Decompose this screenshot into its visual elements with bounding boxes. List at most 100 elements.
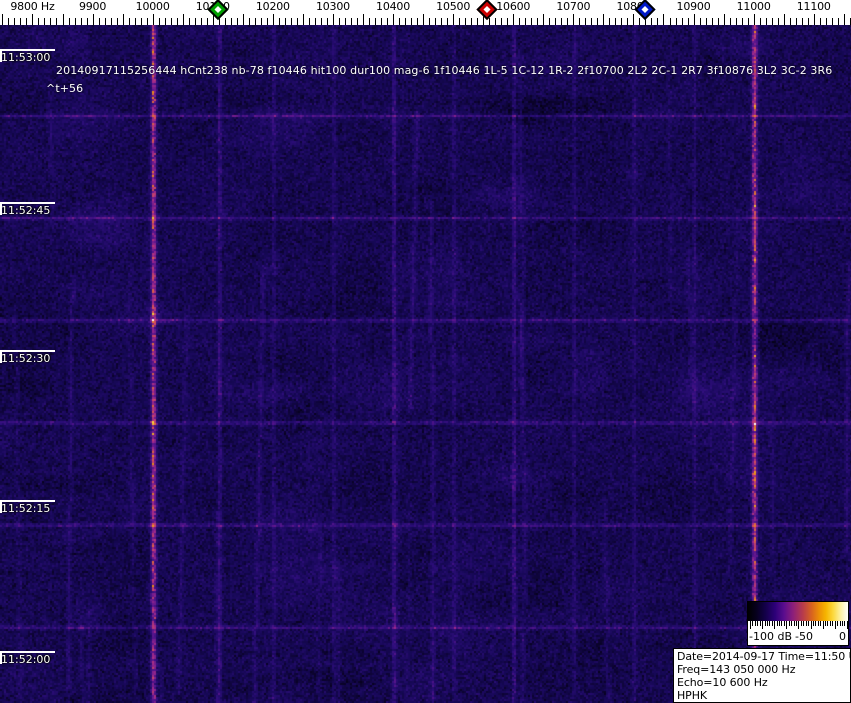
time-label-rule (1, 49, 55, 51)
freq-tick-minor (381, 18, 382, 25)
freq-tick-major (573, 14, 574, 25)
freq-tick-minor (766, 18, 767, 25)
freq-tick-minor (459, 18, 460, 25)
freq-tick-major (273, 14, 274, 25)
time-axis-label: 11:52:45 (0, 202, 55, 217)
frequency-axis-ruler[interactable]: 9800 Hz990010000101001020010300104001050… (0, 0, 851, 25)
time-label-text: 11:52:45 (1, 204, 51, 217)
freq-tick-minor (297, 18, 298, 25)
colorbar-tick-minor (832, 621, 834, 626)
time-axis-label: 11:52:00 (0, 651, 55, 666)
freq-tick-minor (321, 18, 322, 25)
freq-tick-minor (531, 18, 532, 25)
colorbar-tick-minor (788, 621, 790, 626)
freq-tick-minor (826, 18, 827, 25)
freq-tick-minor (645, 18, 646, 25)
freq-tick-minor (802, 18, 803, 25)
freq-axis-label: 10000 (135, 0, 170, 13)
freq-axis-label: 10700 (556, 0, 591, 13)
freq-tick-minor (135, 18, 136, 25)
freq-tick-minor (207, 18, 208, 25)
colorbar-tick-minor (783, 621, 785, 626)
freq-tick-minor (141, 18, 142, 25)
freq-tick-minor (327, 18, 328, 25)
colorbar-tick-minor (757, 621, 759, 626)
freq-tick-minor (369, 18, 370, 25)
freq-axis-label: 11000 (736, 0, 771, 13)
freq-tick-minor (165, 18, 166, 25)
freq-tick-minor (742, 18, 743, 25)
colorbar-tick-minor (781, 621, 783, 626)
time-tick-mark (0, 500, 2, 513)
freq-tick-major (423, 14, 424, 25)
colorbar-tick-major (834, 621, 836, 629)
freq-tick-minor (357, 18, 358, 25)
freq-tick-minor (597, 18, 598, 25)
freq-tick-minor (706, 18, 707, 25)
detection-annotation-line: 20140917115256444 hCnt238 nb-78 f10446 h… (56, 64, 833, 77)
freq-tick-minor (315, 18, 316, 25)
colorbar-tick-minor (812, 621, 814, 626)
freq-axis-label: 10200 (255, 0, 290, 13)
colorbar-tick-minor (779, 621, 781, 626)
freq-tick-major (93, 14, 94, 25)
time-tick-mark (0, 202, 2, 215)
colorbar-tick-major (798, 621, 800, 629)
time-tick-mark (0, 49, 2, 62)
time-label-text: 11:52:30 (1, 352, 51, 365)
freq-tick-minor (387, 18, 388, 25)
freq-tick-minor (609, 18, 610, 25)
colorbar-tick-minor (803, 621, 805, 626)
colorbar-tick-minor (808, 621, 810, 626)
freq-tick-minor (441, 18, 442, 25)
waterfall-display[interactable] (0, 25, 851, 703)
freq-axis-label: 10500 (436, 0, 471, 13)
freq-tick-minor (591, 18, 592, 25)
freq-tick-minor (69, 18, 70, 25)
freq-axis-label: 10300 (315, 0, 350, 13)
freq-tick-minor (730, 18, 731, 25)
freq-tick-minor (796, 18, 797, 25)
colorbar-tick-minor (825, 621, 827, 626)
time-axis-label: 11:52:15 (0, 500, 55, 515)
freq-tick-major (754, 14, 755, 25)
freq-tick-minor (285, 18, 286, 25)
freq-axis-label: 10600 (496, 0, 531, 13)
freq-tick-minor (117, 18, 118, 25)
freq-tick-minor (429, 18, 430, 25)
time-axis-label: 11:52:30 (0, 350, 55, 365)
freq-tick-minor (718, 18, 719, 25)
freq-tick-major (303, 14, 304, 25)
freq-tick-major (123, 14, 124, 25)
freq-tick-minor (489, 18, 490, 25)
time-label-rule (1, 202, 55, 204)
freq-tick-major (333, 14, 334, 25)
freq-tick-minor (417, 18, 418, 25)
freq-tick-minor (111, 18, 112, 25)
freq-tick-minor (249, 18, 250, 25)
freq-tick-minor (147, 18, 148, 25)
colorbar-tick-minor (841, 621, 843, 626)
colorbar-tick-major (822, 621, 824, 629)
freq-tick-major (784, 14, 785, 25)
freq-tick-major (844, 14, 845, 25)
colorbar-tick-major (762, 621, 764, 629)
freq-tick-major (814, 14, 815, 25)
colorbar-tick-minor (844, 621, 846, 626)
freq-tick-minor (339, 18, 340, 25)
freq-tick-minor (225, 18, 226, 25)
freq-tick-minor (808, 18, 809, 25)
freq-tick-minor (501, 18, 502, 25)
freq-tick-minor (411, 18, 412, 25)
freq-tick-minor (309, 18, 310, 25)
freq-tick-minor (651, 18, 652, 25)
freq-tick-minor (56, 18, 57, 25)
colorbar-tick-minor (805, 621, 807, 626)
info-freq: Freq=143 050 000 Hz (677, 663, 796, 676)
colorbar-tick-minor (759, 621, 761, 626)
time-offset-annotation: ^t+56 (46, 82, 84, 95)
freq-tick-major (63, 14, 64, 25)
freq-tick-minor (50, 18, 51, 25)
time-axis-label: 11:53:00 (0, 49, 55, 64)
